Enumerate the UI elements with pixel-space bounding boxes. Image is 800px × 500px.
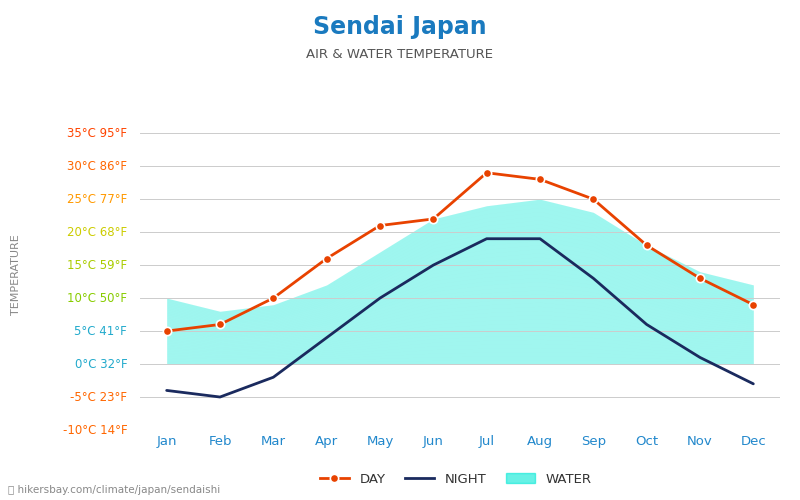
Text: 0°C 32°F: 0°C 32°F [74, 358, 127, 370]
Text: 15°C 59°F: 15°C 59°F [67, 258, 127, 272]
Text: -10°C 14°F: -10°C 14°F [62, 424, 127, 436]
Text: TEMPERATURE: TEMPERATURE [11, 234, 21, 316]
Text: 35°C 95°F: 35°C 95°F [67, 126, 127, 140]
Text: 5°C 41°F: 5°C 41°F [74, 324, 127, 338]
Legend: DAY, NIGHT, WATER: DAY, NIGHT, WATER [314, 468, 598, 491]
Text: 20°C 68°F: 20°C 68°F [67, 226, 127, 238]
Text: 📍 hikersbay.com/climate/japan/sendaishi: 📍 hikersbay.com/climate/japan/sendaishi [8, 485, 220, 495]
Text: 10°C 50°F: 10°C 50°F [67, 292, 127, 304]
Text: 25°C 77°F: 25°C 77°F [67, 192, 127, 205]
Text: Sendai Japan: Sendai Japan [313, 15, 487, 39]
Text: 30°C 86°F: 30°C 86°F [67, 160, 127, 172]
Text: AIR & WATER TEMPERATURE: AIR & WATER TEMPERATURE [306, 48, 494, 60]
Text: -5°C 23°F: -5°C 23°F [70, 390, 127, 404]
